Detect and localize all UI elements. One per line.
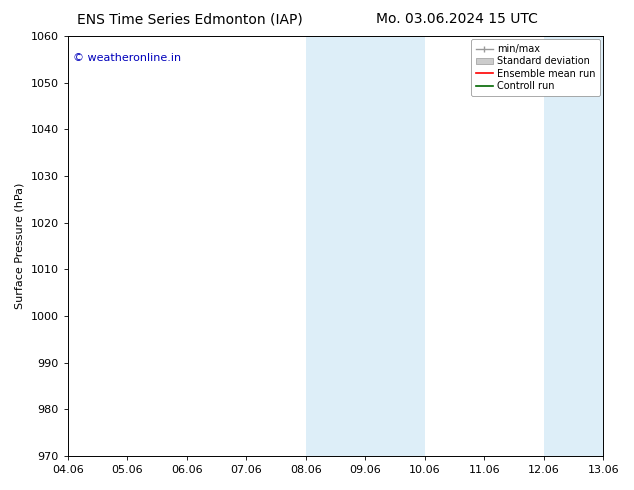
Text: © weatheronline.in: © weatheronline.in bbox=[73, 53, 181, 63]
Bar bbox=[544, 36, 603, 456]
Legend: min/max, Standard deviation, Ensemble mean run, Controll run: min/max, Standard deviation, Ensemble me… bbox=[470, 39, 600, 96]
Bar bbox=[306, 36, 365, 456]
Bar bbox=[365, 36, 425, 456]
Text: ENS Time Series Edmonton (IAP): ENS Time Series Edmonton (IAP) bbox=[77, 12, 303, 26]
Y-axis label: Surface Pressure (hPa): Surface Pressure (hPa) bbox=[15, 183, 25, 309]
Text: Mo. 03.06.2024 15 UTC: Mo. 03.06.2024 15 UTC bbox=[375, 12, 538, 26]
